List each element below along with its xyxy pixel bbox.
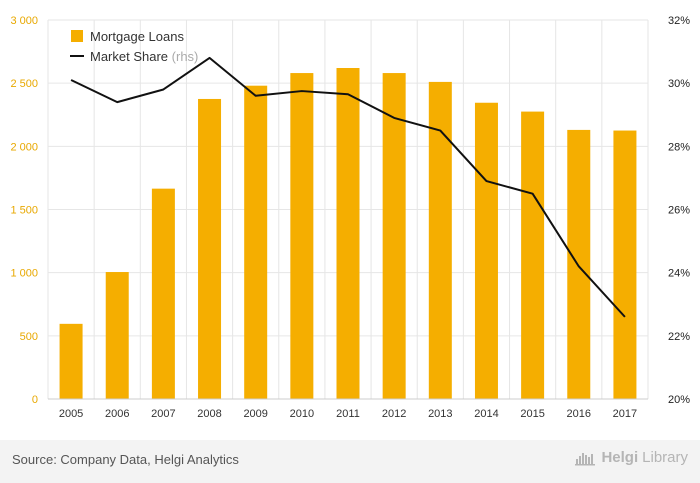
x-tick-label: 2016	[567, 408, 591, 420]
right-tick-label: 22%	[668, 331, 690, 343]
x-tick-label: 2015	[520, 408, 544, 420]
x-tick-label: 2010	[290, 408, 314, 420]
bar	[336, 68, 360, 400]
legend-label-mortgage-loans: Mortgage Loans	[90, 29, 184, 44]
left-tick-label: 2 000	[10, 141, 38, 153]
helgi-library-logo-icon	[575, 452, 596, 465]
right-axis: 20% 22% 24% 26% 28% 30% 32%	[668, 15, 690, 406]
legend-label-market-share: Market Share (rhs)	[90, 49, 198, 64]
right-tick-label: 24%	[668, 268, 690, 280]
x-tick-label: 2011	[336, 408, 360, 420]
bar	[428, 81, 452, 400]
right-tick-label: 30%	[668, 78, 690, 90]
brand[interactable]: Helgi Library	[575, 449, 688, 466]
bar	[151, 188, 175, 399]
bar-series	[59, 68, 637, 400]
bar	[290, 73, 314, 399]
legend: Mortgage Loans Market Share (rhs)	[70, 29, 198, 64]
left-tick-label: 1 000	[10, 268, 38, 280]
bar	[105, 272, 129, 399]
right-tick-label: 20%	[668, 394, 690, 406]
x-axis: 2005 2006 2007 2008 2009 2010 2011 2012 2013 2014…	[48, 398, 648, 420]
right-tick-label: 28%	[668, 141, 690, 153]
legend-swatch-bar	[71, 30, 83, 42]
x-tick-label: 2012	[382, 408, 406, 420]
bar	[567, 129, 591, 399]
left-tick-label: 3 000	[10, 15, 38, 27]
bar	[59, 323, 83, 399]
legend-label-rhs: (rhs)	[172, 49, 199, 64]
x-tick-label: 2008	[197, 408, 221, 420]
left-tick-label: 500	[20, 331, 38, 343]
bar	[198, 98, 222, 399]
left-tick-label: 2 500	[10, 78, 38, 90]
x-tick-label: 2006	[105, 408, 129, 420]
bar	[613, 130, 637, 399]
bar	[521, 111, 545, 399]
x-tick-label: 2017	[613, 408, 637, 420]
right-tick-label: 26%	[668, 205, 690, 217]
left-tick-label: 0	[32, 394, 38, 406]
left-axis: 0 500 1 000 1 500 2 000 2 500 3 000	[10, 15, 38, 406]
x-tick-label: 2005	[59, 408, 83, 420]
right-tick-label: 32%	[668, 15, 690, 27]
bar	[382, 73, 406, 399]
x-tick-label: 2013	[428, 408, 452, 420]
brand-name-part1: Helgi	[601, 449, 639, 466]
x-tick-label: 2007	[151, 408, 175, 420]
bar	[474, 102, 498, 399]
legend-label-market-share-name: Market Share	[90, 49, 172, 64]
left-tick-label: 1 500	[10, 205, 38, 217]
x-tick-label: 2009	[243, 408, 267, 420]
source-note: Source: Company Data, Helgi Analytics	[12, 452, 239, 467]
x-tick-label: 2014	[474, 408, 498, 420]
bar	[244, 85, 268, 400]
line-series	[70, 56, 626, 318]
brand-name-part2: Library	[642, 449, 688, 466]
